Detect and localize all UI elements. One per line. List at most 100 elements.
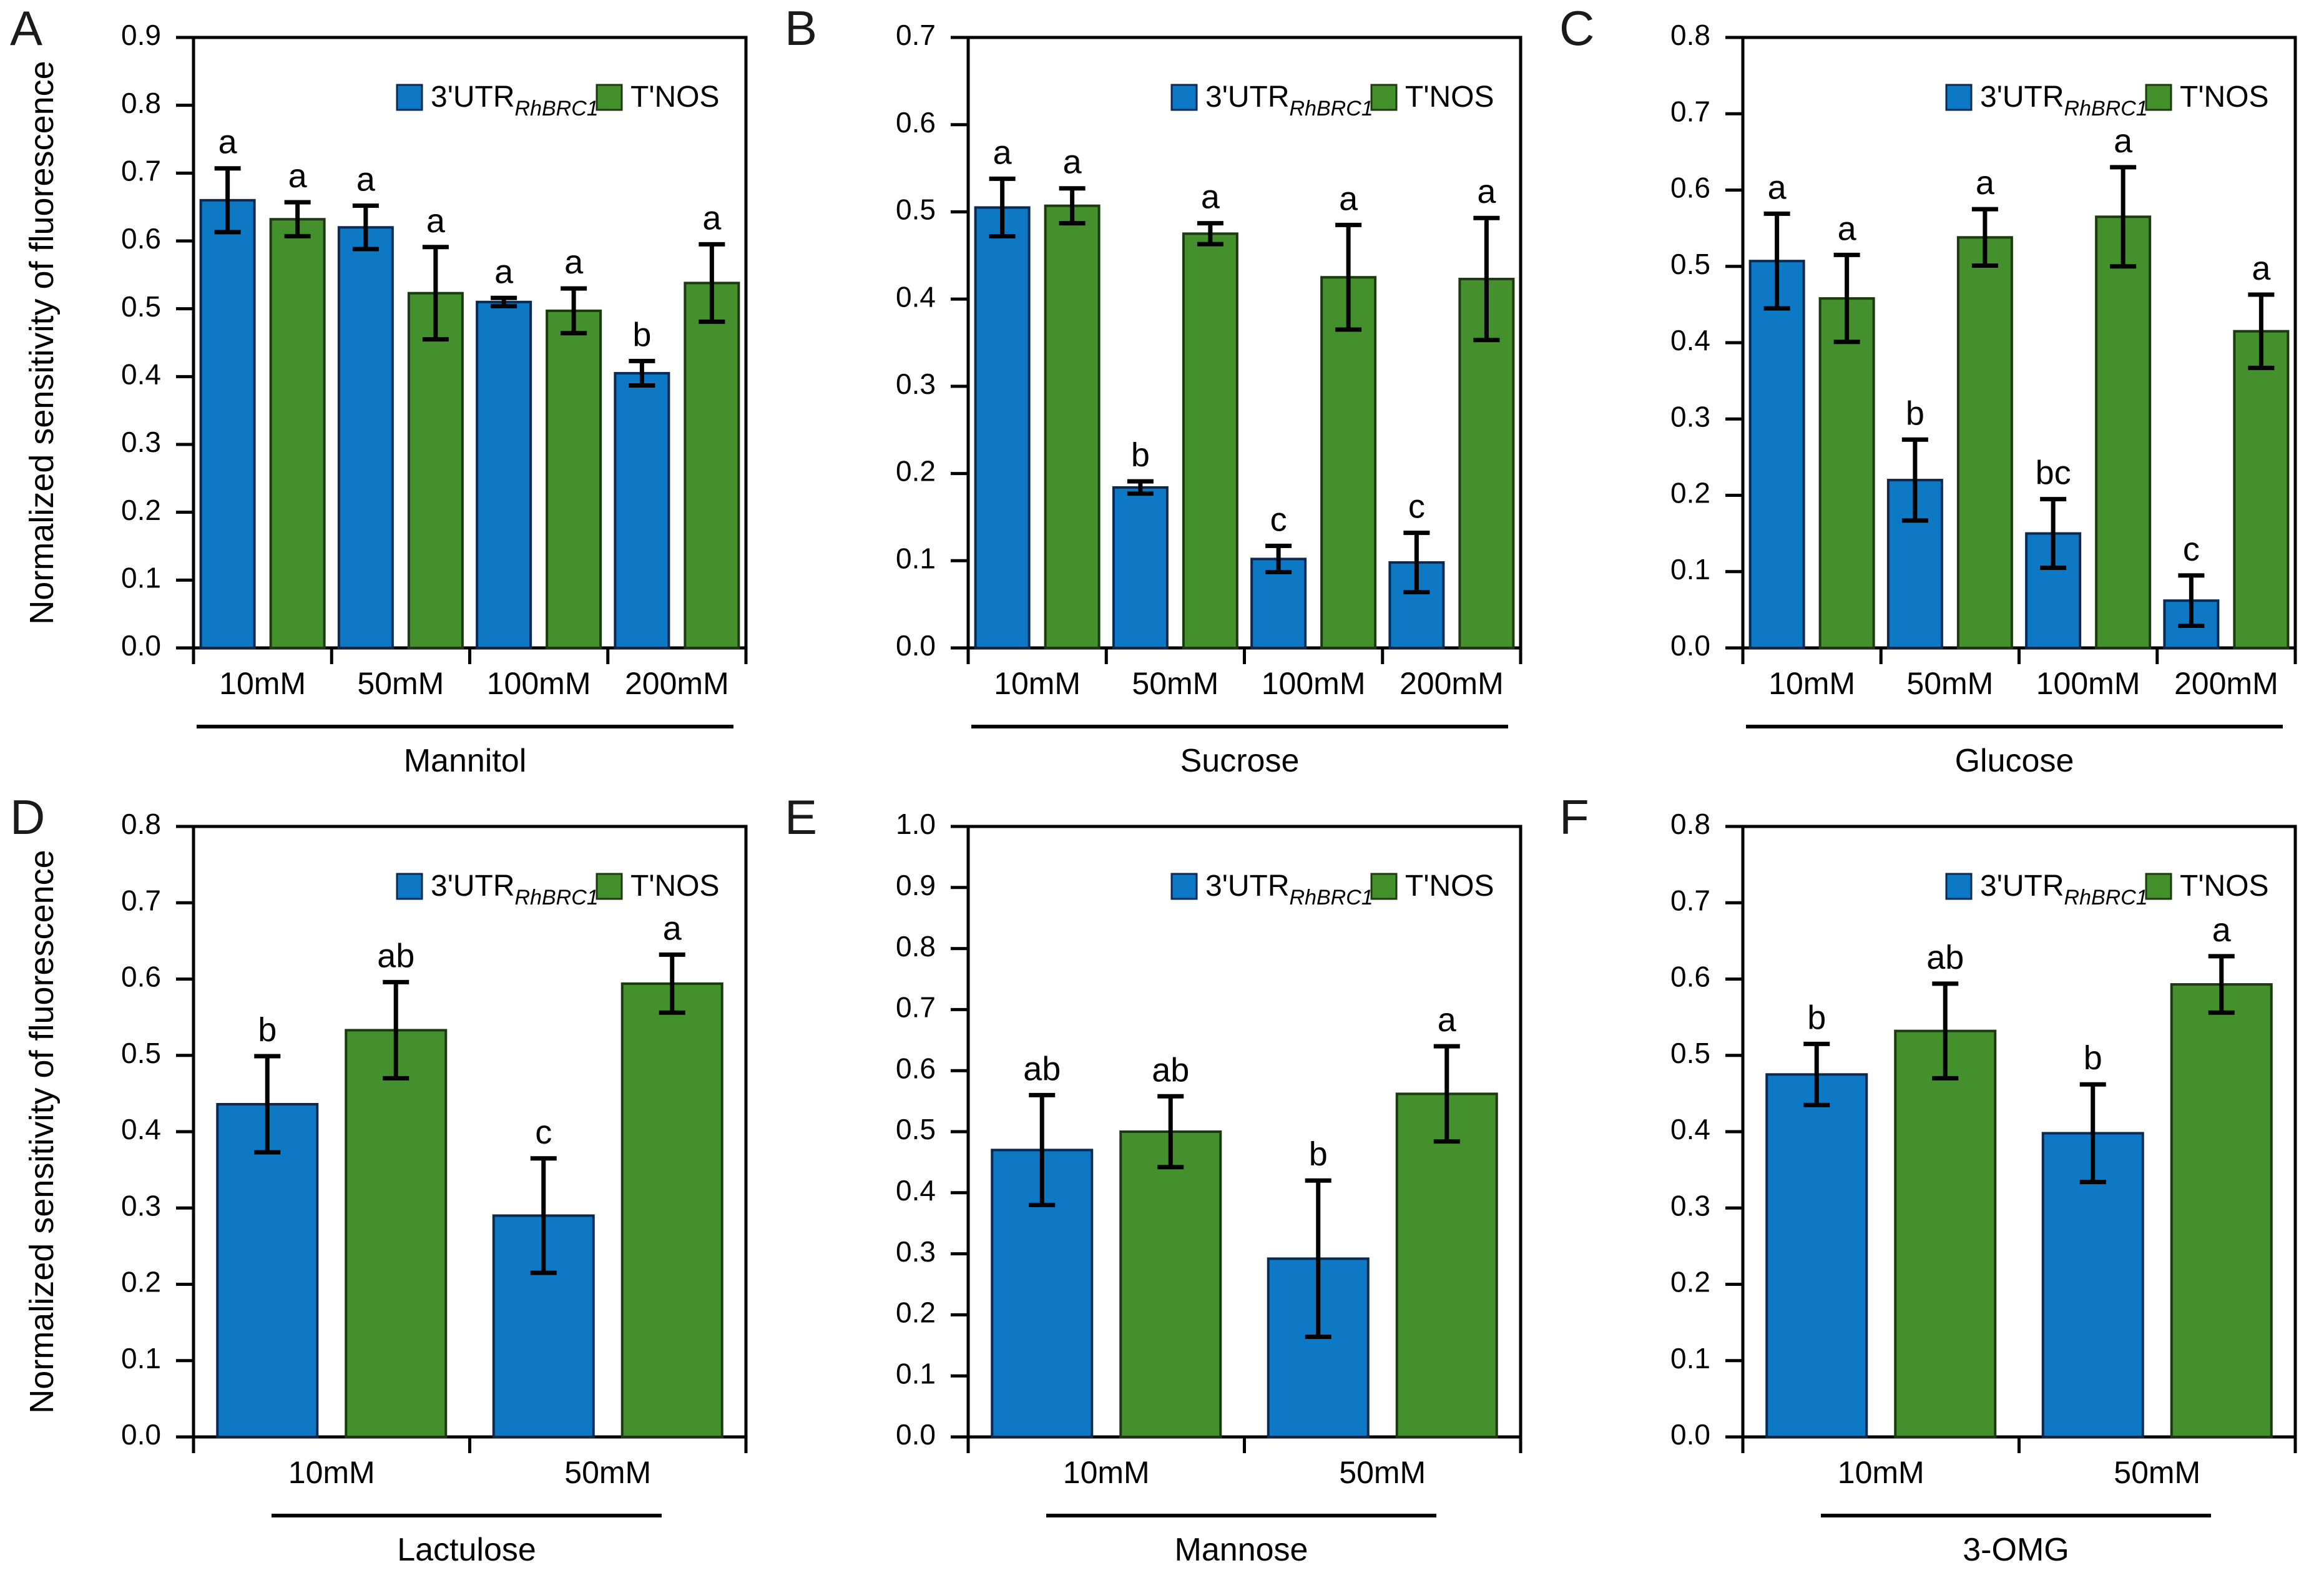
y-tick-label: 0.0 bbox=[121, 629, 161, 662]
y-tick-label: 0.7 bbox=[1670, 884, 1710, 916]
x-category-label: 50mM bbox=[2114, 1455, 2200, 1490]
y-tick-label: 0.4 bbox=[121, 358, 161, 390]
y-tick-label: 0.5 bbox=[1670, 248, 1710, 280]
legend-label-utr: 3'UTRRhBRC1 bbox=[1980, 870, 2148, 909]
y-tick-label: 0.5 bbox=[1670, 1037, 1710, 1069]
x-category-label: 200mM bbox=[2174, 666, 2278, 701]
panel-f: F 0.0 0.1 0.2 0.3 0.4 0.5 0.6 0.7 0.8 b b ab a 10mM 50… bbox=[1549, 789, 2324, 1578]
legend-swatch-utr bbox=[396, 84, 423, 111]
y-tick-label: 0.3 bbox=[121, 426, 161, 458]
x-category-label: 100mM bbox=[2036, 666, 2140, 701]
sig-letter: a bbox=[1838, 210, 1857, 247]
legend-label-tnos: T'NOS bbox=[1405, 870, 1494, 903]
y-tick-label: 0.0 bbox=[1670, 1418, 1710, 1451]
legend-label-tnos: T'NOS bbox=[630, 870, 720, 903]
bar-utr bbox=[1112, 486, 1169, 649]
bar-utr bbox=[199, 198, 256, 649]
bar-tnos bbox=[2233, 330, 2290, 649]
y-tick-label: 0.4 bbox=[121, 1113, 161, 1145]
legend-label-tnos: T'NOS bbox=[2180, 81, 2269, 114]
legend-label-utr: 3'UTRRhBRC1 bbox=[431, 870, 599, 909]
legend-label-utr: 3'UTRRhBRC1 bbox=[1205, 81, 1373, 120]
x-category-label: 50mM bbox=[1339, 1455, 1426, 1490]
bar-utr bbox=[216, 1102, 319, 1438]
sig-letter: a bbox=[2114, 122, 2133, 160]
bar-tnos bbox=[684, 282, 740, 649]
y-tick-label: 0.0 bbox=[896, 1418, 936, 1451]
sig-letter: ab bbox=[1926, 939, 1964, 976]
y-tick-label: 0.2 bbox=[896, 1296, 936, 1329]
y-tick-label: 0.3 bbox=[121, 1189, 161, 1222]
chart-3-omg: 0.0 0.1 0.2 0.3 0.4 0.5 0.6 0.7 0.8 b b ab a 10mM 50mM… bbox=[1670, 808, 2297, 1568]
sig-letter: c bbox=[1270, 501, 1287, 539]
bar-tnos bbox=[1395, 1092, 1498, 1438]
bar-utr bbox=[614, 371, 670, 650]
sig-letter: a bbox=[564, 243, 584, 281]
y-tick-label: 0.6 bbox=[121, 961, 161, 993]
x-category-label: 10mM bbox=[288, 1455, 375, 1490]
sig-letter: b bbox=[258, 1011, 277, 1049]
sig-letter: b bbox=[2084, 1039, 2102, 1077]
legend-swatch-tnos bbox=[1370, 873, 1398, 900]
panel-letter-e: E bbox=[785, 790, 818, 845]
sig-letter: ab bbox=[1152, 1051, 1189, 1089]
sig-letter: a bbox=[288, 157, 308, 195]
bar-tnos bbox=[2170, 983, 2273, 1438]
x-category-label: 50mM bbox=[357, 666, 444, 701]
x-category-label: 10mM bbox=[1768, 666, 1855, 701]
x-category-label: 10mM bbox=[1838, 1455, 1924, 1490]
chart-mannitol: 0.0 0.1 0.2 0.3 0.4 0.5 0.6 0.7 0.8 0.9 a a a b a a a a 10… bbox=[23, 19, 748, 779]
bar-tnos bbox=[269, 218, 326, 649]
sig-letter: bc bbox=[2036, 454, 2071, 492]
y-tick-label: 0.6 bbox=[1670, 172, 1710, 204]
bar-tnos bbox=[546, 309, 602, 649]
bar-tnos bbox=[1320, 276, 1377, 649]
x-category-label: 10mM bbox=[219, 666, 306, 701]
sig-letter: a bbox=[1339, 180, 1358, 217]
sig-letter: a bbox=[1063, 144, 1082, 181]
panel-letter-b: B bbox=[785, 1, 818, 56]
legend-label-tnos: T'NOS bbox=[2180, 870, 2269, 903]
legend-swatch-utr bbox=[396, 873, 423, 900]
bar-utr bbox=[476, 300, 532, 649]
legend-swatch-tnos bbox=[596, 84, 623, 111]
sig-letter: c bbox=[2183, 531, 2200, 568]
sig-letter: ab bbox=[377, 937, 414, 974]
sig-letter: a bbox=[2212, 911, 2232, 949]
x-category-label: 200mM bbox=[625, 666, 729, 701]
panel-letter-f: F bbox=[1559, 790, 1589, 845]
y-tick-label: 1.0 bbox=[896, 808, 936, 840]
y-tick-label: 0.8 bbox=[1670, 808, 1710, 840]
group-label: 3-OMG bbox=[1963, 1532, 2069, 1568]
y-tick-label: 0.1 bbox=[121, 561, 161, 594]
bar-tnos bbox=[1044, 204, 1101, 649]
y-tick-label: 0.0 bbox=[896, 629, 936, 662]
panel-c: C 0.0 0.1 0.2 0.3 0.4 0.5 0.6 0.7 0.8 a b bc c a a a a 10… bbox=[1549, 0, 2324, 789]
chart-lactulose: 0.0 0.1 0.2 0.3 0.4 0.5 0.6 0.7 0.8 b c ab a 10mM 50mM… bbox=[23, 808, 748, 1568]
panel-b: B 0.0 0.1 0.2 0.3 0.4 0.5 0.6 0.7 a b c c a a a a 10mM 50… bbox=[775, 0, 1549, 789]
y-axis-label: Normalized sensitivity of fluorescence bbox=[23, 850, 61, 1413]
y-tick-label: 0.0 bbox=[1670, 629, 1710, 662]
y-tick-label: 0.1 bbox=[896, 1357, 936, 1389]
sig-letter: a bbox=[663, 909, 682, 947]
y-tick-label: 0.4 bbox=[896, 280, 936, 313]
panel-letter-a: A bbox=[10, 1, 43, 56]
y-tick-label: 0.8 bbox=[121, 808, 161, 840]
sig-letter: b bbox=[1906, 394, 1924, 432]
panel-e: E 0.0 0.1 0.2 0.3 0.4 0.5 0.6 0.7 0.8 0.9 1.0 ab b ab… bbox=[775, 789, 1549, 1578]
y-tick-label: 0.7 bbox=[121, 884, 161, 916]
y-tick-label: 0.6 bbox=[121, 222, 161, 255]
bar-tnos bbox=[407, 292, 464, 649]
legend-label-utr: 3'UTRRhBRC1 bbox=[1205, 870, 1373, 909]
group-label: Glucose bbox=[1955, 743, 2074, 779]
sig-letter: a bbox=[218, 124, 238, 161]
legend-label-utr: 3'UTRRhBRC1 bbox=[1980, 81, 2148, 120]
y-tick-label: 0.3 bbox=[1670, 1189, 1710, 1222]
sig-letter: a bbox=[1477, 173, 1496, 210]
sig-letter: b bbox=[1807, 999, 1826, 1036]
y-tick-label: 0.1 bbox=[1670, 553, 1710, 586]
y-tick-label: 0.6 bbox=[896, 1052, 936, 1084]
y-tick-label: 0.4 bbox=[1670, 1113, 1710, 1145]
y-tick-label: 0.2 bbox=[121, 494, 161, 526]
y-tick-label: 0.4 bbox=[1670, 324, 1710, 356]
